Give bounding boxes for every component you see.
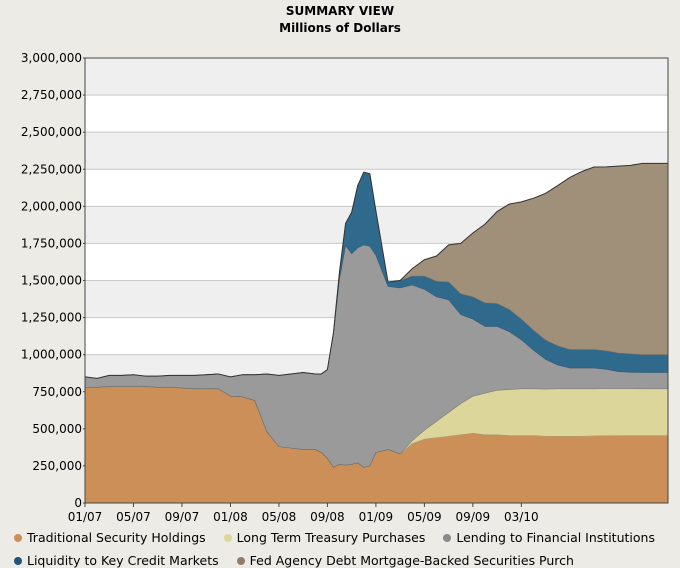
legend-label-lending: Lending to Financial Institutions <box>456 530 655 545</box>
y-tick-label: 1,750,000 <box>21 236 82 250</box>
x-tick-label: 05/09 <box>407 510 442 524</box>
series-edge-4 <box>84 162 668 379</box>
x-tick-label: 01/09 <box>359 510 394 524</box>
y-axis: 0 250,000 500,000 750,000 1,000,000 1,250,000… <box>21 51 85 510</box>
legend-swatch-liquidity <box>14 557 22 565</box>
series-edge-0 <box>85 386 668 468</box>
legend-swatch-lending <box>443 534 452 542</box>
y-tick-label: 500,000 <box>32 422 82 436</box>
legend-item-long-term-treasury[interactable]: Long Term Treasury Purchases <box>223 530 426 545</box>
x-tick-label: 09/09 <box>456 510 491 524</box>
x-tick-label: 09/08 <box>310 510 345 524</box>
y-tick-label: 2,750,000 <box>21 88 82 102</box>
y-tick-label: 2,500,000 <box>21 125 82 139</box>
legend-item-traditional[interactable]: Traditional Security Holdings <box>14 530 206 545</box>
x-tick-label: 05/08 <box>262 510 297 524</box>
grid-band <box>85 58 668 96</box>
y-tick-label: 0 <box>74 496 82 510</box>
y-tick-label: 750,000 <box>32 385 82 399</box>
series-outline <box>84 162 668 468</box>
legend-swatch-traditional <box>14 534 22 542</box>
y-tick-label: 2,250,000 <box>21 162 82 176</box>
x-tick-label: 01/07 <box>68 510 103 524</box>
series-edge-1 <box>85 386 668 468</box>
x-tick-label: 03/10 <box>504 510 539 524</box>
x-tick-label: 01/08 <box>213 510 248 524</box>
x-axis: 01/07 05/07 09/07 01/08 05/08 09/08 01/09 05/09… <box>68 503 539 524</box>
legend-label-traditional: Traditional Security Holdings <box>27 530 206 545</box>
chart-title: SUMMARY VIEW <box>285 4 395 18</box>
x-tick-label: 05/07 <box>116 510 151 524</box>
legend-swatch-long-term-treasury <box>223 534 232 542</box>
y-tick-label: 3,000,000 <box>21 51 82 65</box>
legend-item-lending[interactable]: Lending to Financial Institutions <box>443 530 655 545</box>
y-tick-label: 1,000,000 <box>21 348 82 362</box>
legend-item-fed-agency[interactable]: Fed Agency Debt Mortgage-Backed Securiti… <box>236 553 574 568</box>
legend-swatch-fed-agency <box>236 557 245 565</box>
y-tick-label: 250,000 <box>32 459 82 473</box>
legend-item-liquidity[interactable]: Liquidity to Key Credit Markets <box>14 553 219 568</box>
grid-band <box>85 132 668 170</box>
legend-label-long-term-treasury: Long Term Treasury Purchases <box>236 530 426 545</box>
y-tick-label: 1,250,000 <box>21 311 82 325</box>
x-tick-label: 09/07 <box>165 510 200 524</box>
chart-subtitle: Millions of Dollars <box>279 21 401 35</box>
y-tick-label: 2,000,000 <box>21 199 82 213</box>
legend-label-liquidity: Liquidity to Key Credit Markets <box>27 553 219 568</box>
legend-label-fed-agency: Fed Agency Debt Mortgage-Backed Securiti… <box>249 553 574 568</box>
y-tick-label: 1,500,000 <box>21 274 82 288</box>
